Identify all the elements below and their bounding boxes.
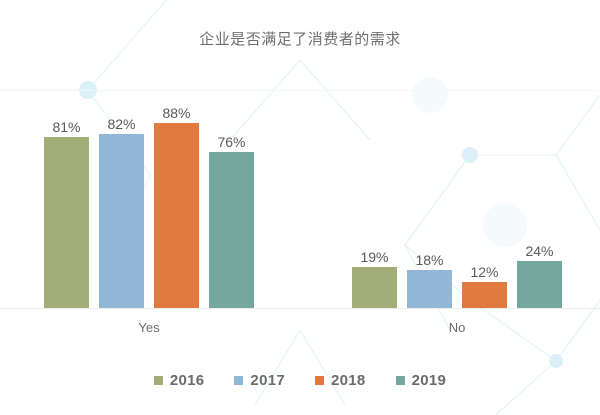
bar-label-yes-2019: 76% [217,134,246,150]
bar-yes-2017[interactable] [99,134,144,308]
legend-item-2017[interactable]: 2017 [234,372,285,389]
chart-title: 企业是否满足了消费者的需求 [199,31,401,48]
legend-label-2018: 2018 [331,372,366,389]
bar-no-2018[interactable] [462,282,507,308]
bar-label-yes-2017: 82% [107,116,136,132]
bar-yes-2019[interactable] [209,152,254,308]
bar-no-2019[interactable] [517,261,562,308]
bar-yes-2016[interactable] [44,137,89,308]
bar-label-no-2019: 24% [525,243,554,259]
chart-legend: 2016 2017 2018 2019 [0,372,600,389]
legend-swatch-icon [234,376,244,385]
category-label-yes: Yes [138,320,160,335]
bar-no-2017[interactable] [407,270,452,308]
legend-swatch-icon [395,376,405,385]
legend-label-2019: 2019 [411,372,447,389]
legend-item-2019[interactable]: 2019 [395,372,447,389]
legend-swatch-icon [153,376,163,385]
bar-label-no-2016: 19% [360,249,389,265]
legend-swatch-icon [315,376,324,385]
axis-baseline [0,308,600,309]
category-label-no: No [448,320,466,335]
gridline-top [0,90,600,91]
legend-item-2018[interactable]: 2018 [315,372,366,389]
bar-yes-2018[interactable] [154,123,199,308]
bar-label-yes-2018: 88% [162,105,191,121]
legend-label-2017: 2017 [250,372,285,389]
bar-label-no-2017: 18% [415,252,444,268]
legend-item-2016[interactable]: 2016 [153,372,205,389]
bar-no-2016[interactable] [352,267,397,308]
bar-label-no-2018: 12% [470,264,499,280]
legend-label-2016: 2016 [169,372,205,389]
bar-label-yes-2016: 81% [52,119,81,135]
